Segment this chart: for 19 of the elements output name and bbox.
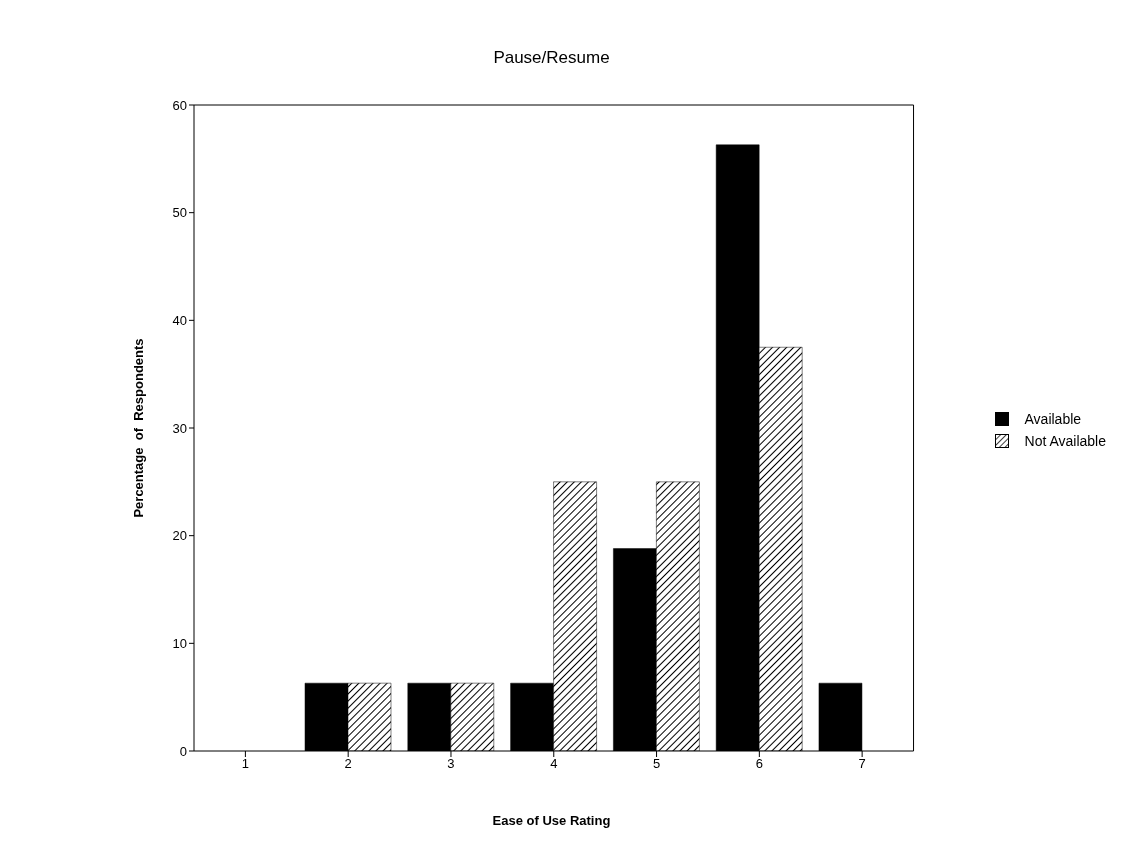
y-tick-label: 40	[172, 312, 187, 328]
y-tick-label: 60	[172, 97, 187, 113]
y-tick-label: 10	[172, 635, 187, 651]
chart-title: Pause/Resume	[492, 48, 611, 68]
x-tick-label: 7	[858, 756, 866, 772]
y-tick-label: 20	[172, 528, 187, 544]
x-tick-label: 5	[652, 756, 661, 772]
x-tick-label: 4	[550, 756, 558, 772]
x-tick-label: 1	[241, 756, 250, 772]
y-tick-label: 30	[172, 420, 187, 436]
x-tick-label: 3	[447, 756, 455, 772]
y-tick-label: 50	[172, 205, 187, 221]
x-axis-title: Ease of Use Rating	[491, 813, 612, 828]
y-axis-title: Percentage of Respondents	[130, 338, 146, 518]
text: Not Available	[1024, 432, 1106, 449]
x-tick-label: 6	[755, 756, 763, 772]
legend-label: Available	[1024, 410, 1082, 427]
y-tick-label: 0	[179, 743, 187, 759]
x-tick-label: 2	[344, 756, 352, 772]
